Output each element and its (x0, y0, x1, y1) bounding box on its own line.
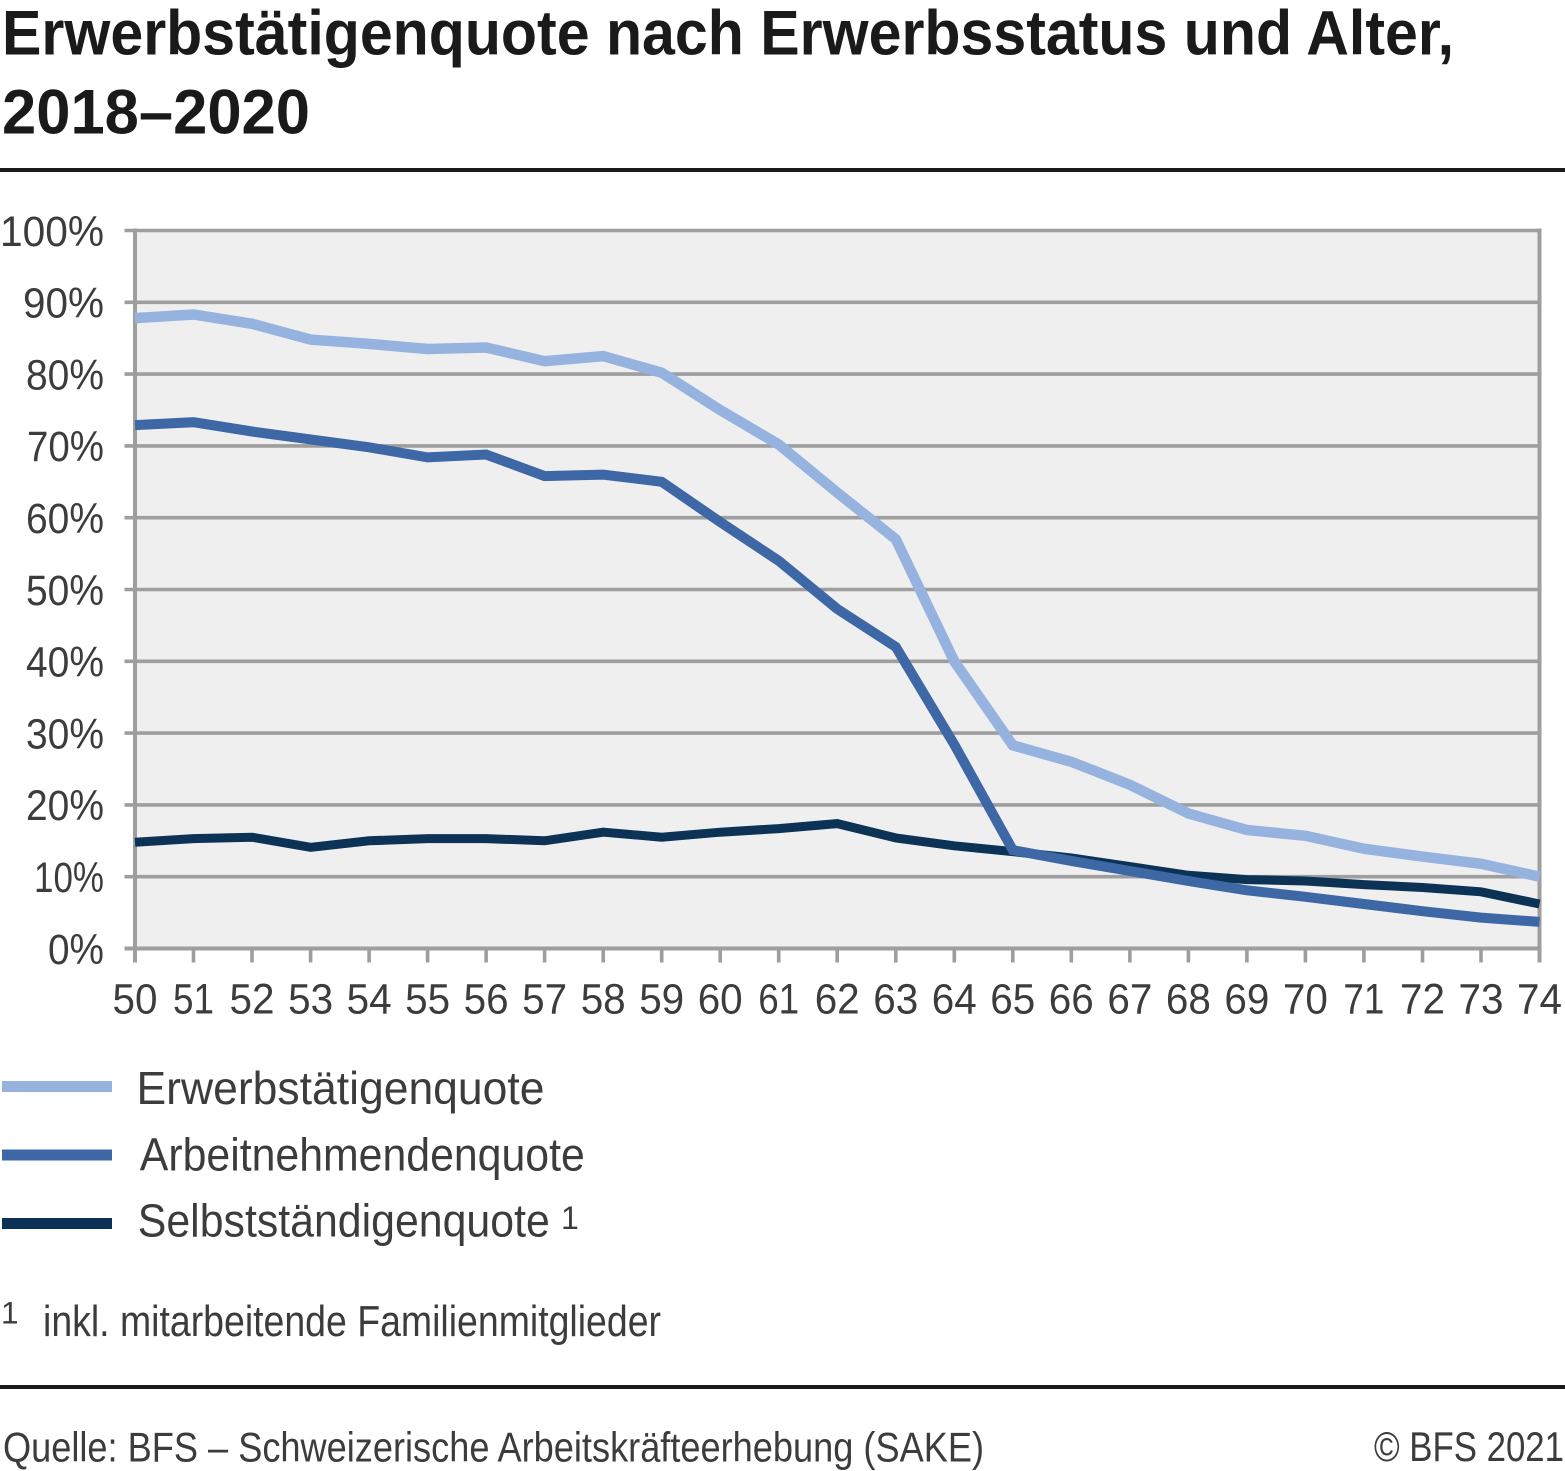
svg-text:20%: 20% (26, 782, 104, 830)
svg-text:58: 58 (581, 976, 626, 1024)
svg-text:66: 66 (1049, 976, 1094, 1024)
svg-text:100%: 100% (0, 208, 104, 256)
svg-text:67: 67 (1107, 976, 1152, 1024)
svg-text:71: 71 (1343, 976, 1384, 1024)
svg-text:2018–2020: 2018–2020 (2, 78, 310, 148)
svg-text:62: 62 (815, 976, 860, 1024)
svg-text:0%: 0% (48, 926, 104, 974)
svg-text:65: 65 (990, 976, 1035, 1024)
svg-text:56: 56 (464, 976, 509, 1024)
svg-text:50: 50 (113, 976, 158, 1024)
svg-text:69: 69 (1224, 976, 1269, 1024)
svg-text:53: 53 (288, 976, 333, 1024)
svg-text:74: 74 (1517, 976, 1562, 1024)
svg-text:64: 64 (932, 976, 977, 1024)
svg-text:55: 55 (405, 976, 450, 1024)
svg-text:Arbeitnehmendenquote: Arbeitnehmendenquote (140, 1128, 585, 1180)
svg-text:40%: 40% (26, 639, 104, 687)
svg-text:10%: 10% (34, 854, 104, 902)
svg-text:63: 63 (873, 976, 918, 1024)
svg-text:54: 54 (347, 976, 392, 1024)
svg-text:50%: 50% (26, 567, 104, 615)
svg-text:80%: 80% (26, 351, 104, 399)
svg-text:59: 59 (639, 976, 684, 1024)
svg-text:1: 1 (561, 1200, 579, 1236)
svg-text:inkl. mitarbeitende Familienmi: inkl. mitarbeitende Familienmitglieder (43, 1297, 661, 1346)
svg-text:60%: 60% (26, 495, 104, 543)
svg-text:Quelle: BFS – Schweizerische A: Quelle: BFS – Schweizerische Arbeitskräf… (3, 1424, 984, 1471)
svg-text:© BFS 2021: © BFS 2021 (1374, 1423, 1564, 1470)
svg-text:73: 73 (1459, 976, 1504, 1024)
svg-text:72: 72 (1400, 976, 1445, 1024)
svg-text:Erwerbstätigenquote nach Erwer: Erwerbstätigenquote nach Erwerbsstatus u… (2, 0, 1454, 69)
svg-text:90%: 90% (23, 280, 104, 328)
svg-text:51: 51 (173, 976, 214, 1024)
svg-text:1: 1 (1, 1294, 19, 1330)
svg-text:60: 60 (698, 976, 743, 1024)
svg-text:52: 52 (230, 976, 275, 1024)
svg-text:70%: 70% (27, 423, 104, 471)
svg-text:61: 61 (758, 976, 799, 1024)
svg-text:70: 70 (1283, 976, 1328, 1024)
svg-text:30%: 30% (26, 710, 104, 758)
svg-text:Erwerbstätigenquote: Erwerbstätigenquote (137, 1062, 545, 1114)
svg-text:57: 57 (522, 976, 567, 1024)
svg-text:68: 68 (1166, 976, 1211, 1024)
svg-text:Selbstständigenquote: Selbstständigenquote (138, 1194, 550, 1246)
